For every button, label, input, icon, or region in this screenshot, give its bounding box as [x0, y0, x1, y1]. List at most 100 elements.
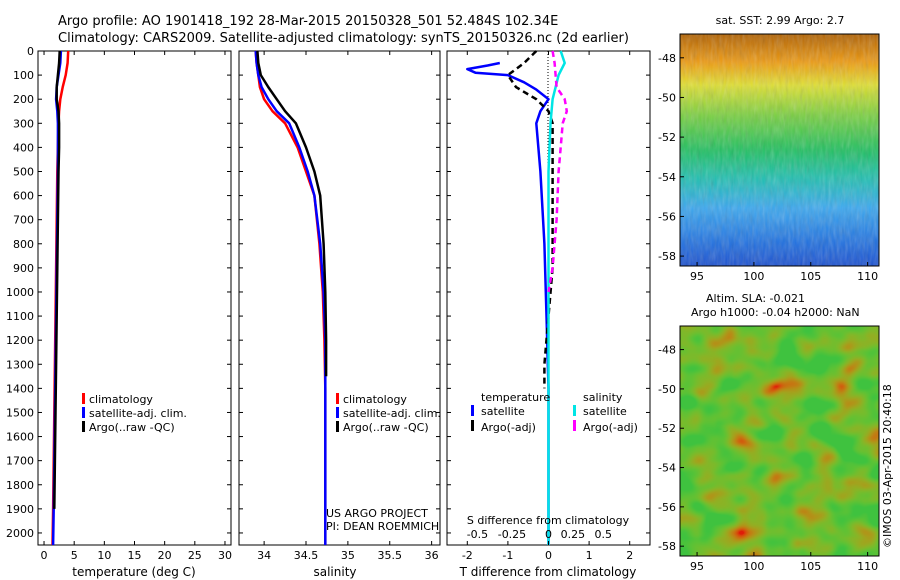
sst-texture	[680, 34, 879, 266]
legend-title-temperature: temperature	[481, 391, 550, 404]
salinity-y-ticks	[239, 50, 440, 534]
series-line	[53, 50, 61, 509]
x-tick-label: -0.5	[467, 528, 488, 541]
depth-tick-label: 0	[27, 45, 34, 58]
depth-tick-label: 900	[13, 262, 34, 275]
x-tick-label: 5	[71, 549, 78, 562]
temperature-series	[51, 50, 70, 546]
map-x-tick-label: 105	[800, 560, 821, 573]
temperature-panel: 0100200300400500600700800900100011001200…	[6, 45, 232, 579]
legend-title-salinity: salinity	[583, 391, 623, 404]
x-tick-label: 2	[626, 549, 633, 562]
legend-label-sal-satellite: satellite	[583, 405, 627, 418]
legend-label-temp-satellite: satellite	[481, 405, 525, 418]
legend-swatch-temp-argo	[471, 420, 474, 431]
map-y-tick-label: -50	[658, 383, 676, 396]
x-tick-label: 20	[158, 549, 172, 562]
sla-frame	[679, 325, 880, 557]
depth-tick-label: 600	[13, 190, 34, 203]
series-line	[547, 50, 566, 545]
difference-top-xlabel: S difference from climatology	[467, 514, 630, 527]
map-y-tick-label: -54	[658, 462, 676, 475]
project-annotation-line-1: US ARGO PROJECT	[326, 507, 428, 520]
project-annotation-line-2: PI: DEAN ROEMMICH	[326, 520, 439, 533]
temperature-xlabel: temperature (deg C)	[72, 565, 195, 579]
x-tick-label: 1	[586, 549, 593, 562]
legend-label-sal-argo: Argo(-adj)	[583, 421, 638, 434]
sst-map-panel: sat. SST: 2.99 Argo: 2.7 95 100 105 110 -48 -…	[658, 14, 880, 283]
difference-top-ticks: -0.5 -0.25 0 0.25 0.5	[467, 528, 612, 541]
depth-tick-label: 1900	[6, 503, 34, 516]
legend-swatch-satellite	[82, 407, 85, 418]
depth-tick-label: 1100	[6, 310, 34, 323]
depth-tick-label: 700	[13, 214, 34, 227]
legend-swatch-satellite	[336, 407, 339, 418]
salinity-xlabel: salinity	[313, 565, 356, 579]
x-tick-label: 15	[128, 549, 142, 562]
legend-label-temp-argo: Argo(-adj)	[481, 421, 536, 434]
depth-tick-label: 200	[13, 93, 34, 106]
x-tick-label: 30	[218, 549, 232, 562]
salinity-legend: climatology satellite-adj. clim. Argo(..…	[336, 393, 441, 434]
depth-ticks: 0 100 200 300 400 500 600 700 800 900 1000 1100 1200…	[6, 45, 231, 540]
map-y-tick-label: -50	[658, 91, 676, 104]
map-x-tick-label: 110	[857, 270, 878, 283]
temperature-legend: climatology satellite-adj. clim. Argo(..…	[82, 393, 187, 434]
title-line-1: Argo profile: AO 1901418_192 28-Mar-2015…	[58, 14, 558, 29]
depth-tick-label: 100	[13, 69, 34, 82]
map-y-tick-label: -58	[658, 250, 676, 263]
legend-label-argo: Argo(..raw -QC)	[89, 421, 175, 434]
legend-swatch-sal-satellite	[573, 405, 576, 416]
sst-frame	[679, 33, 880, 267]
temperature-frame	[37, 50, 232, 546]
depth-tick-label: 1400	[6, 382, 34, 395]
x-tick-label: 10	[97, 549, 111, 562]
depth-tick-label: 1200	[6, 334, 34, 347]
legend-label-argo: Argo(..raw -QC)	[343, 421, 429, 434]
depth-tick-label: 800	[13, 238, 34, 251]
sla-map-title-line-2: Argo h1000: -0.04 h2000: NaN	[691, 306, 860, 319]
sla-map-ticks: 95 100 105 110 -48 -50 -52 -54 -56 -58	[658, 344, 878, 573]
x-tick-label: 0.25	[561, 528, 586, 541]
x-tick-label: 25	[188, 549, 202, 562]
x-tick-label: -0.25	[498, 528, 526, 541]
x-tick-label: 0	[545, 549, 552, 562]
salinity-x-ticks: 34 34.5 35 35.5 36	[257, 51, 439, 562]
legend-swatch-argo	[336, 421, 339, 432]
depth-tick-label: 500	[13, 165, 34, 178]
x-tick-label: 36	[425, 549, 439, 562]
sla-map-title-line-1: Altim. SLA: -0.021	[706, 292, 805, 305]
map-y-tick-label: -56	[658, 501, 676, 514]
depth-tick-label: 400	[13, 141, 34, 154]
map-x-tick-label: 100	[743, 560, 764, 573]
depth-tick-label: 1700	[6, 455, 34, 468]
x-tick-label: 0.5	[595, 528, 613, 541]
legend-label-climatology: climatology	[343, 393, 407, 406]
sla-texture	[680, 326, 879, 556]
legend-swatch-sal-argo	[573, 420, 576, 431]
difference-y-ticks	[447, 50, 650, 534]
x-tick-label: -2	[462, 549, 473, 562]
map-x-tick-label: 100	[743, 270, 764, 283]
sla-map-panel: Altim. SLA: -0.021 Argo h1000: -0.04 h20…	[658, 292, 894, 573]
depth-tick-label: 2000	[6, 527, 34, 540]
legend-swatch-climatology	[336, 393, 339, 404]
salinity-frame	[238, 50, 441, 546]
salinity-panel: 34 34.5 35 35.5 36 salinity climatology sate…	[238, 50, 441, 579]
difference-xlabel: T difference from climatology	[459, 565, 637, 579]
map-y-tick-label: -48	[658, 52, 676, 65]
x-tick-label: 35.5	[378, 549, 403, 562]
x-tick-label: 0	[41, 549, 48, 562]
map-x-tick-label: 110	[857, 560, 878, 573]
x-tick-label: -1	[502, 549, 513, 562]
sst-map-ticks: 95 100 105 110 -48 -50 -52 -54 -56 -58	[658, 52, 878, 283]
legend-label-climatology: climatology	[89, 393, 153, 406]
map-y-tick-label: -52	[658, 422, 676, 435]
depth-tick-label: 1800	[6, 479, 34, 492]
title-line-2: Climatology: CARS2009. Satellite-adjuste…	[58, 31, 629, 46]
x-tick-label: 0	[545, 528, 552, 541]
map-y-tick-label: -58	[658, 540, 676, 553]
difference-x-ticks: -2 -1 0 1 2	[462, 51, 633, 562]
depth-tick-label: 300	[13, 117, 34, 130]
